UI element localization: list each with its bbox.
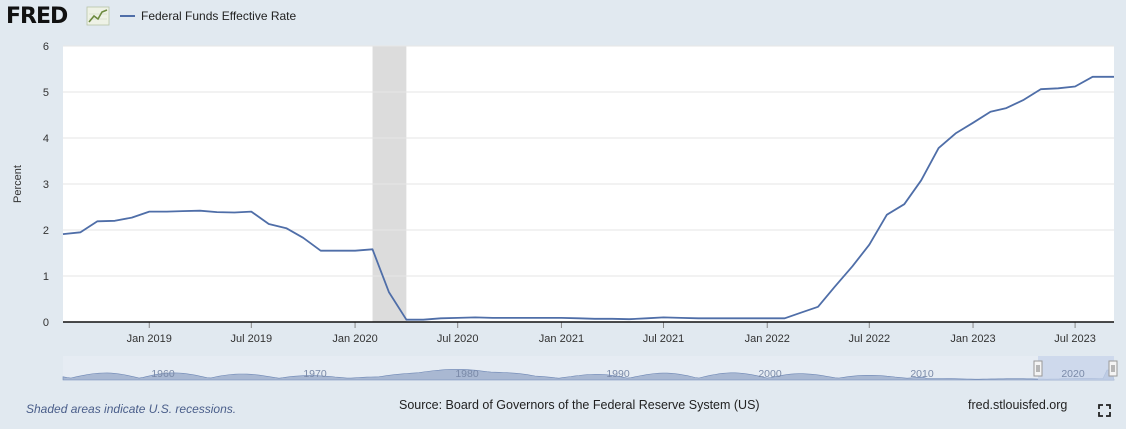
navigator-window[interactable] [1038, 356, 1114, 380]
navigator-label: 2010 [910, 368, 934, 380]
legend: Federal Funds Effective Rate [120, 9, 296, 23]
navigator-labels: 1960 1970 1980 1990 2000 2010 2020 [151, 368, 1085, 380]
fullscreen-icon[interactable] [1098, 404, 1111, 417]
x-tick-label: Jan 2020 [332, 333, 377, 345]
navigator-left-handle[interactable] [1033, 360, 1043, 377]
navigator-label: 2020 [1061, 368, 1085, 380]
x-tick-label: Jan 2022 [745, 333, 790, 345]
navigator-label: 1980 [455, 368, 479, 380]
x-tick-label: Jul 2021 [643, 333, 685, 345]
fred-logo[interactable]: FRED [6, 4, 68, 29]
x-tick-labels: Jan 2019 Jul 2019 Jan 2020 Jul 2020 Jan 2021… [127, 322, 1096, 345]
site-link[interactable]: fred.stlouisfed.org [968, 398, 1068, 412]
x-tick-label: Jul 2022 [848, 333, 890, 345]
x-tick-label: Jan 2019 [127, 333, 172, 345]
navigator-label: 1990 [606, 368, 630, 380]
navigator-right-handle[interactable] [1108, 360, 1118, 377]
x-tick-label: Jan 2021 [539, 333, 584, 345]
y-tick-label: 5 [43, 87, 49, 99]
y-tick-label: 1 [43, 271, 49, 283]
navigator-label: 1960 [151, 368, 175, 380]
y-tick-label: 0 [43, 317, 49, 329]
y-axis-label: Percent [12, 165, 24, 203]
y-tick-label: 3 [43, 179, 49, 191]
navigator-area [62, 369, 1115, 381]
y-tick-labels: 0 1 2 3 4 5 6 [43, 41, 49, 329]
y-tick-label: 4 [43, 133, 49, 145]
source-text: Source: Board of Governors of the Federa… [399, 398, 760, 412]
x-tick-label: Jul 2020 [437, 333, 479, 345]
legend-swatch [120, 15, 135, 17]
range-navigator[interactable]: 1960 1970 1980 1990 2000 2010 2020 [62, 356, 1118, 381]
recession-note: Shaded areas indicate U.S. recessions. [26, 402, 237, 416]
x-tick-label: Jan 2023 [950, 333, 995, 345]
grid-lines [63, 45, 1114, 277]
x-tick-label: Jul 2019 [231, 333, 273, 345]
legend-label: Federal Funds Effective Rate [141, 9, 297, 23]
x-tick-label: Jul 2023 [1054, 333, 1096, 345]
y-tick-label: 6 [43, 41, 49, 53]
series-line [62, 75, 1114, 321]
y-tick-label: 2 [43, 225, 49, 237]
navigator-label: 1970 [303, 368, 327, 380]
chart: 0 1 2 3 4 5 6 Jan 2019 Jul 2019 Jan 2020 Jul 2020… [12, 41, 1118, 381]
fred-graph-icon [86, 6, 110, 26]
navigator-label: 2000 [758, 368, 782, 380]
